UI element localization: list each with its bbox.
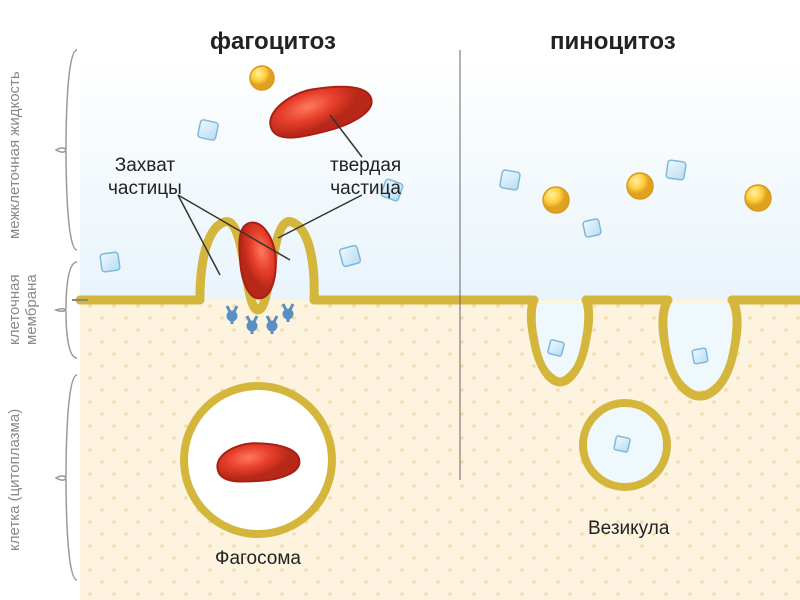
label-solid-particle: твердаячастица <box>330 155 401 201</box>
diagram-canvas <box>0 0 800 600</box>
side-label-extracellular: межклеточная жидкость <box>6 60 42 250</box>
side-label-cytoplasm: клетка (цитоплазма) <box>6 380 42 580</box>
title-phagocytosis: фагоцитоз <box>210 28 336 56</box>
label-vesicle: Везикула <box>588 518 669 541</box>
extracellular-region <box>80 55 800 305</box>
title-pinocytosis: пиноцитоз <box>550 28 676 56</box>
braces <box>56 50 77 580</box>
label-capture: Захватчастицы <box>108 155 182 201</box>
label-phagosome: Фагосома <box>215 548 301 571</box>
side-label-membrane: клеточная мембрана <box>6 260 42 360</box>
